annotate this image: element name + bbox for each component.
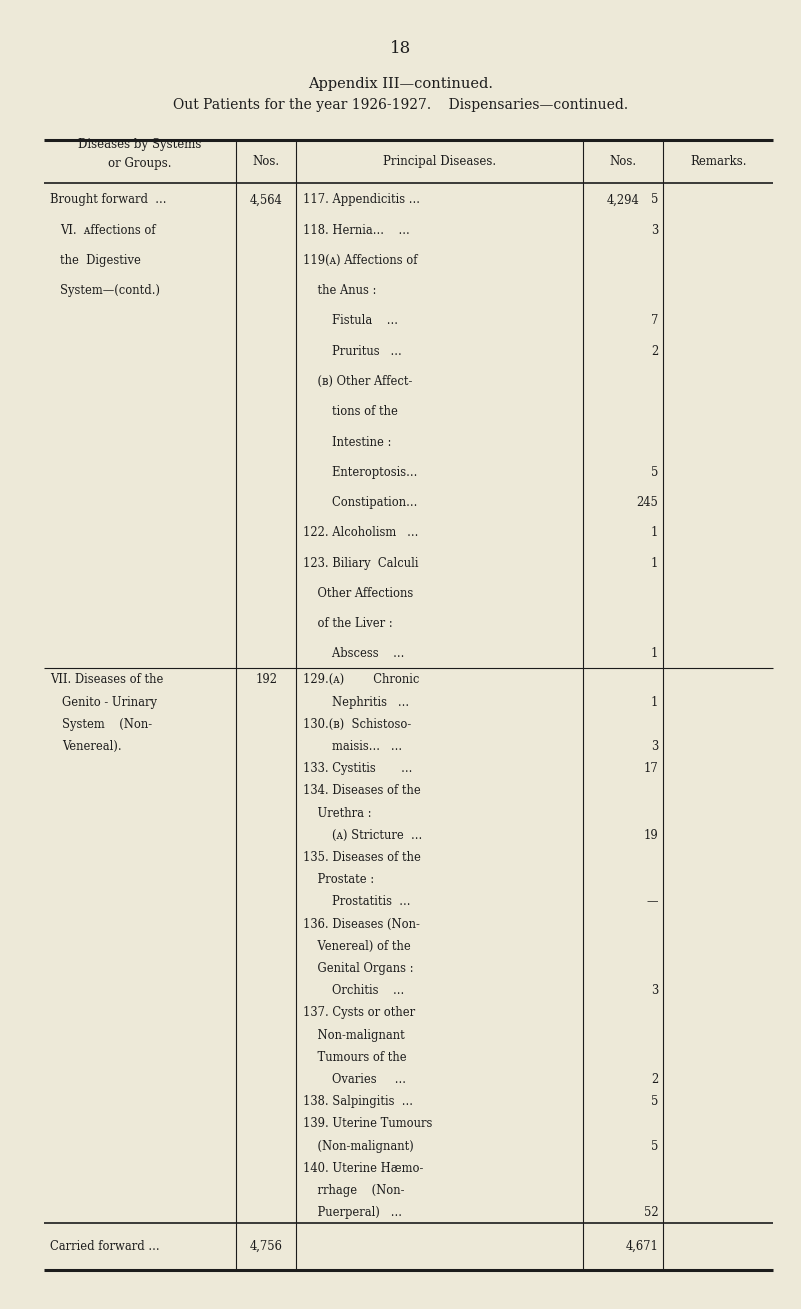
Text: 5: 5 — [651, 194, 658, 207]
Text: rrhage    (Non-: rrhage (Non- — [303, 1183, 405, 1196]
Text: System    (Non-: System (Non- — [62, 717, 152, 730]
Text: 118. Hernia...    ...: 118. Hernia... ... — [303, 224, 409, 237]
Text: 192: 192 — [256, 673, 277, 686]
Text: 5: 5 — [651, 1140, 658, 1152]
Text: Pruritus   ...: Pruritus ... — [303, 344, 401, 357]
Text: Diseases by Systems
or Groups.: Diseases by Systems or Groups. — [78, 137, 202, 170]
Text: Nephritis   ...: Nephritis ... — [303, 695, 409, 708]
Text: 133. Cystitis       ...: 133. Cystitis ... — [303, 762, 413, 775]
Text: Remarks.: Remarks. — [690, 156, 747, 168]
Text: VI.  ᴀffections of: VI. ᴀffections of — [60, 224, 155, 237]
Text: 1: 1 — [651, 695, 658, 708]
Text: VII. Diseases of the: VII. Diseases of the — [50, 673, 164, 686]
Text: Venereal).: Venereal). — [62, 740, 121, 753]
Text: 52: 52 — [644, 1206, 658, 1219]
Text: Non-malignant: Non-malignant — [303, 1029, 405, 1042]
Text: 3: 3 — [651, 224, 658, 237]
Text: Urethra :: Urethra : — [303, 806, 372, 819]
Text: 4,671: 4,671 — [626, 1240, 658, 1253]
Text: Constipation...: Constipation... — [303, 496, 417, 509]
Text: Orchitis    ...: Orchitis ... — [303, 984, 404, 997]
Text: 3: 3 — [651, 984, 658, 997]
Text: 2: 2 — [651, 1073, 658, 1086]
Text: 119(ᴀ) Affections of: 119(ᴀ) Affections of — [303, 254, 417, 267]
Text: Nos.: Nos. — [253, 156, 280, 168]
Text: Principal Diseases.: Principal Diseases. — [383, 156, 497, 168]
Text: —: — — [647, 895, 658, 908]
Text: Fistula    ...: Fistula ... — [303, 314, 398, 327]
Text: Nos.: Nos. — [610, 156, 637, 168]
Text: Ovaries     ...: Ovaries ... — [303, 1073, 406, 1086]
Text: 122. Alcoholism   ...: 122. Alcoholism ... — [303, 526, 418, 539]
Text: 3: 3 — [651, 740, 658, 753]
Text: 4,294: 4,294 — [607, 194, 639, 207]
Text: 245: 245 — [637, 496, 658, 509]
Text: 19: 19 — [644, 829, 658, 842]
Text: 117. Appendicitis ...: 117. Appendicitis ... — [303, 194, 420, 207]
Text: of the Liver :: of the Liver : — [303, 618, 392, 630]
Text: Abscess    ...: Abscess ... — [303, 648, 405, 661]
Text: 140. Uterine Hæmo-: 140. Uterine Hæmo- — [303, 1161, 423, 1174]
Text: 17: 17 — [644, 762, 658, 775]
Text: 5: 5 — [651, 466, 658, 479]
Text: (ᴀ) Stricture  ...: (ᴀ) Stricture ... — [303, 829, 422, 842]
Text: Genito - Urinary: Genito - Urinary — [62, 695, 157, 708]
Text: the Anus :: the Anus : — [303, 284, 376, 297]
Text: 4,756: 4,756 — [250, 1240, 283, 1253]
Text: Carried forward ...: Carried forward ... — [50, 1240, 160, 1253]
Text: Appendix III—continued.: Appendix III—continued. — [308, 77, 493, 90]
Text: 4,564: 4,564 — [250, 194, 283, 207]
Text: 2: 2 — [651, 344, 658, 357]
Text: 7: 7 — [651, 314, 658, 327]
Text: Intestine :: Intestine : — [303, 436, 391, 449]
Text: 139. Uterine Tumours: 139. Uterine Tumours — [303, 1118, 433, 1130]
Text: System—(contd.): System—(contd.) — [60, 284, 160, 297]
Text: (Non-malignant): (Non-malignant) — [303, 1140, 413, 1152]
Text: (ʙ) Other Affect-: (ʙ) Other Affect- — [303, 376, 413, 387]
Text: 130.(ʙ)  Schistoso-: 130.(ʙ) Schistoso- — [303, 717, 411, 730]
Text: Enteroptosis...: Enteroptosis... — [303, 466, 417, 479]
Text: tions of the: tions of the — [303, 406, 397, 419]
Text: 138. Salpingitis  ...: 138. Salpingitis ... — [303, 1096, 413, 1109]
Text: 1: 1 — [651, 556, 658, 569]
Text: 123. Biliary  Calculi: 123. Biliary Calculi — [303, 556, 418, 569]
Text: Prostate :: Prostate : — [303, 873, 374, 886]
Text: Venereal) of the: Venereal) of the — [303, 940, 411, 953]
Text: 135. Diseases of the: 135. Diseases of the — [303, 851, 421, 864]
Text: the  Digestive: the Digestive — [60, 254, 141, 267]
Text: 1: 1 — [651, 648, 658, 661]
Text: Genital Organs :: Genital Organs : — [303, 962, 413, 975]
Text: Puerperal)   ...: Puerperal) ... — [303, 1206, 402, 1219]
Text: 134. Diseases of the: 134. Diseases of the — [303, 784, 421, 797]
Text: 5: 5 — [651, 1096, 658, 1109]
Text: Tumours of the: Tumours of the — [303, 1051, 406, 1064]
Text: maisis...   ...: maisis... ... — [303, 740, 402, 753]
Text: Out Patients for the year 1926-1927.    Dispensaries—continued.: Out Patients for the year 1926-1927. Dis… — [173, 98, 628, 111]
Text: 18: 18 — [390, 41, 411, 56]
Text: Prostatitis  ...: Prostatitis ... — [303, 895, 410, 908]
Text: Brought forward  ...: Brought forward ... — [50, 194, 167, 207]
Text: Other Affections: Other Affections — [303, 586, 413, 600]
Text: 1: 1 — [651, 526, 658, 539]
Text: 129.(ᴀ)        Chronic: 129.(ᴀ) Chronic — [303, 673, 419, 686]
Text: 137. Cysts or other: 137. Cysts or other — [303, 1007, 415, 1020]
Text: 136. Diseases (Non-: 136. Diseases (Non- — [303, 918, 420, 931]
